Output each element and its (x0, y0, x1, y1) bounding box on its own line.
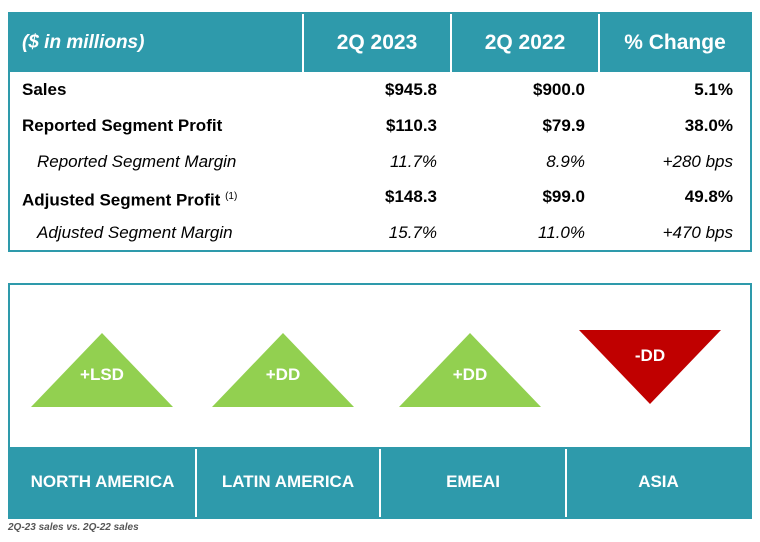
row-value: 5.1% (694, 80, 733, 99)
row-label: Reported Segment Profit (22, 108, 222, 144)
up-triangle-icon: +DD (399, 333, 541, 407)
table-row: Adjusted Segment Profit (1) $148.3 $99.0 49… (10, 179, 750, 215)
table-row: Reported Segment Profit $110.3 $79.9 38.0% (10, 108, 750, 144)
change-label: +LSD (80, 365, 124, 384)
divider (379, 449, 381, 517)
table-row: Sales $945.8 $900.0 5.1% (10, 72, 750, 108)
region-bar: NORTH AMERICA LATIN AMERICA EMEAI ASIA (10, 447, 750, 517)
row-label: Reported Segment Margin (37, 144, 236, 180)
row-label-text: Sales (22, 80, 67, 99)
row-value: 38.0% (684, 116, 733, 135)
up-triangle-icon: +DD (212, 333, 354, 407)
change-label: -DD (634, 346, 666, 365)
row-value: +470 bps (662, 223, 733, 242)
row-value: $79.9 (542, 116, 585, 135)
row-label-text: Adjusted Segment Margin (37, 223, 233, 242)
regional-sales-panel: +LSD +DD +DD -DD NORTH AMERICA LATIN AMERIC… (8, 283, 752, 519)
row-value: $99.0 (542, 187, 585, 206)
table-row: Adjusted Segment Margin 15.7% 11.0% +470 bp… (10, 215, 750, 251)
row-label: Sales (22, 72, 66, 108)
row-value: $148.3 (385, 187, 437, 206)
footnote: 2Q-23 sales vs. 2Q-22 sales (8, 522, 139, 533)
region-emeai: EMEAI (446, 472, 500, 491)
divider (565, 449, 567, 517)
up-triangle-icon: +LSD (31, 333, 173, 407)
row-value: $110.3 (385, 116, 437, 135)
row-label-text: Reported Segment Profit (22, 116, 223, 135)
row-value: 11.0% (538, 223, 585, 242)
row-value: $900.0 (533, 80, 585, 99)
financial-summary-table: ($ in millions) 2Q 2023 2Q 2022 % Change… (8, 12, 752, 252)
row-value: 8.9% (546, 152, 585, 171)
header-units: ($ in millions) (22, 32, 145, 53)
row-value: +280 bps (662, 152, 733, 171)
row-label-text: Adjusted Segment Profit (22, 190, 221, 210)
divider (598, 14, 600, 72)
region-asia: ASIA (638, 472, 679, 491)
region-latin-america: LATIN AMERICA (221, 472, 355, 491)
row-value: 11.7% (390, 152, 437, 171)
table-header: ($ in millions) 2Q 2023 2Q 2022 % Change (10, 14, 750, 72)
row-label-text: Reported Segment Margin (37, 152, 237, 171)
divider (195, 449, 197, 517)
footnote-ref: (1) (225, 191, 238, 202)
divider (450, 14, 452, 72)
row-value: 15.7% (388, 223, 437, 242)
header-2q2022: 2Q 2022 (484, 31, 566, 54)
table-row: Reported Segment Margin 11.7% 8.9% +280 bps (10, 144, 750, 180)
change-label: +DD (452, 365, 488, 384)
header-2q2023: 2Q 2023 (336, 31, 418, 54)
row-label: Adjusted Segment Profit (1) (22, 179, 237, 219)
row-value: 49.8% (684, 187, 733, 206)
down-triangle-icon: -DD (579, 330, 721, 404)
header-pct-change: % Change (624, 31, 726, 54)
row-value: $945.8 (385, 80, 437, 99)
divider (302, 14, 304, 72)
region-north-america: NORTH AMERICA (30, 472, 175, 491)
row-label: Adjusted Segment Margin (37, 215, 233, 251)
change-label: +DD (265, 365, 301, 384)
